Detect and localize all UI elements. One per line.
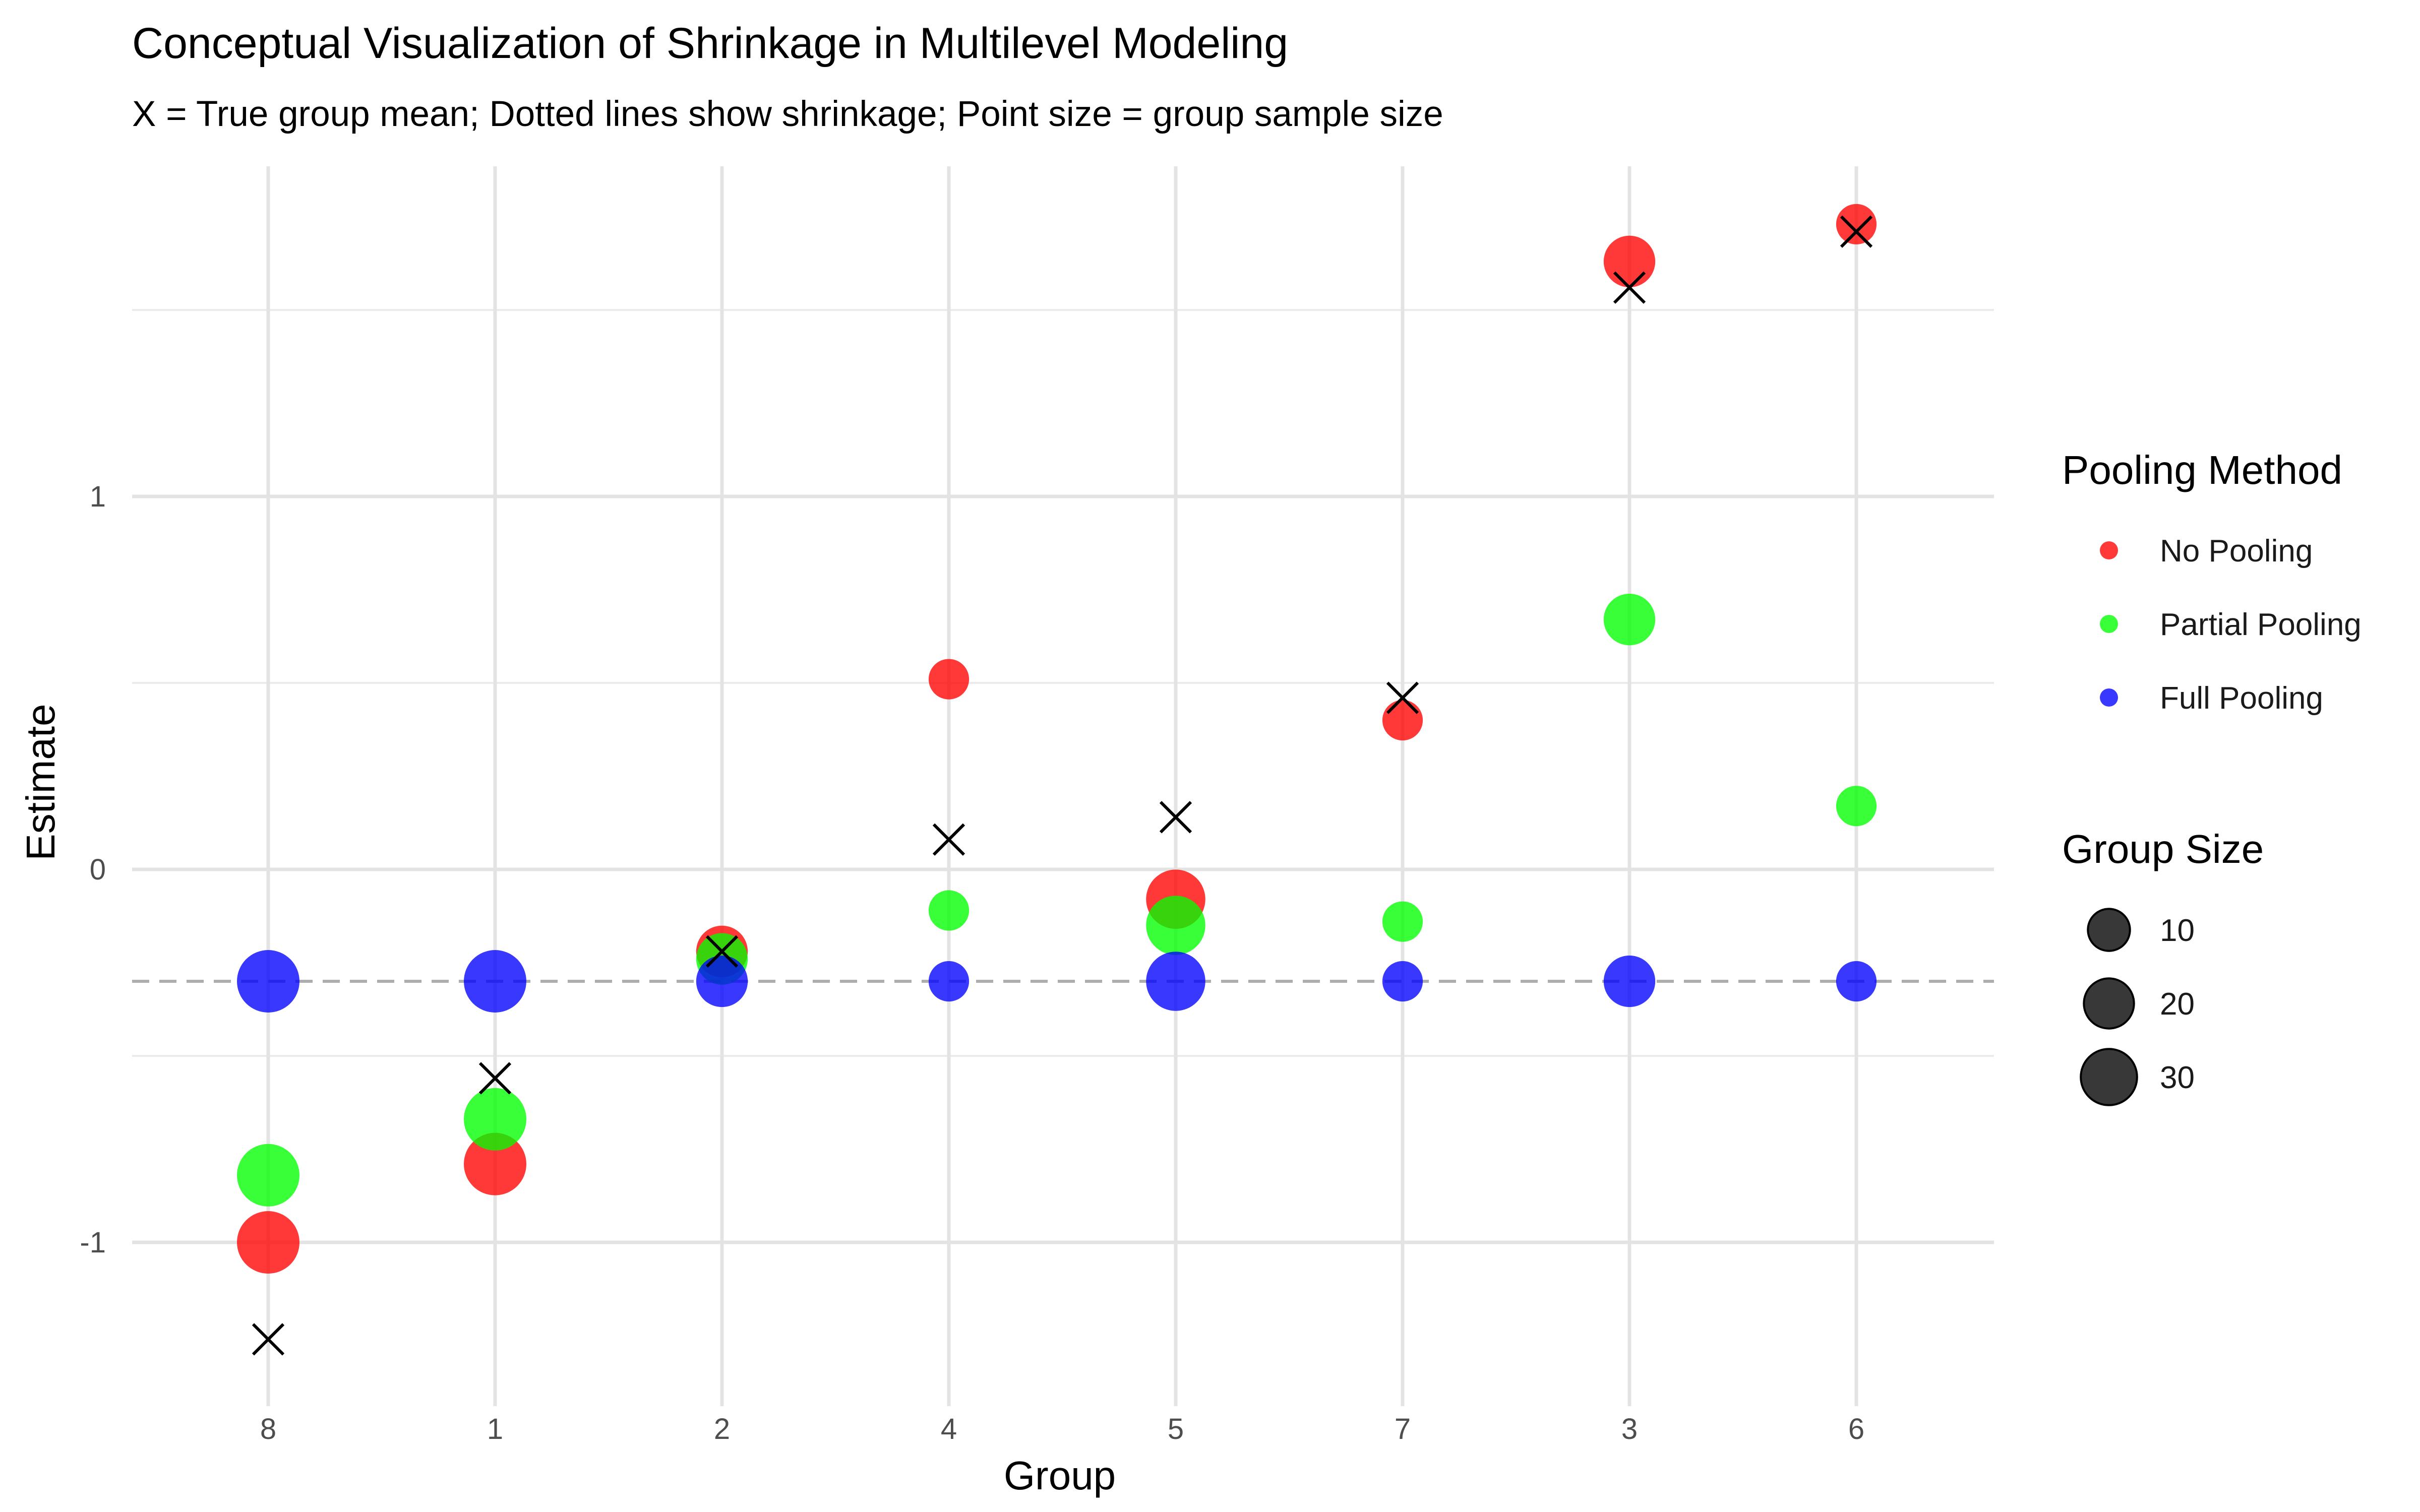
point-no-pooling-group-4 bbox=[928, 659, 970, 700]
legend-label: No Pooling bbox=[2160, 534, 2313, 569]
true-mean-x-marker-group-5 bbox=[1159, 801, 1192, 834]
point-partial-pooling-group-8 bbox=[237, 1144, 299, 1207]
legend-label: Partial Pooling bbox=[2160, 607, 2362, 642]
point-partial-pooling-group-3 bbox=[1603, 594, 1656, 646]
x-marker-stroke bbox=[1386, 681, 1419, 714]
point-full-pooling-group-8 bbox=[237, 950, 299, 1013]
x-marker-stroke bbox=[252, 1323, 285, 1356]
true-mean-x-marker-group-7 bbox=[1386, 681, 1419, 714]
chart-title: Conceptual Visualization of Shrinkage in… bbox=[132, 19, 1288, 68]
point-full-pooling-group-3 bbox=[1603, 955, 1656, 1007]
x-tick-label: 2 bbox=[714, 1413, 730, 1445]
size-legend: 10 20 30 bbox=[2080, 908, 2195, 1106]
size-legend-key-30 bbox=[2080, 1048, 2138, 1106]
point-partial-pooling-group-7 bbox=[1382, 901, 1423, 942]
data-points bbox=[237, 204, 1877, 1274]
true-mean-markers bbox=[252, 215, 1873, 1356]
point-no-pooling-group-1 bbox=[464, 1132, 526, 1195]
point-no-pooling-group-8 bbox=[237, 1211, 299, 1274]
true-mean-x-marker-group-8 bbox=[252, 1323, 285, 1356]
y-axis-ticks: -1 0 1 bbox=[80, 480, 106, 1259]
legend-label: Full Pooling bbox=[2160, 681, 2323, 716]
size-legend-key-20 bbox=[2083, 977, 2135, 1030]
point-partial-pooling-group-4 bbox=[928, 890, 970, 931]
x-tick-label: 5 bbox=[1168, 1413, 1184, 1445]
x-marker-stroke bbox=[932, 823, 965, 856]
true-mean-x-marker-group-6 bbox=[1840, 215, 1873, 248]
true-mean-x-marker-group-4 bbox=[932, 823, 965, 856]
point-full-pooling-group-2 bbox=[696, 955, 748, 1007]
x-tick-label: 7 bbox=[1395, 1413, 1411, 1445]
point-partial-pooling-group-5 bbox=[1146, 896, 1205, 955]
point-full-pooling-group-1 bbox=[464, 950, 526, 1013]
point-no-pooling-group-3 bbox=[1603, 235, 1656, 287]
x-axis-title: Group bbox=[1004, 1453, 1116, 1498]
point-no-pooling-group-7 bbox=[1382, 700, 1423, 741]
x-marker-stroke bbox=[1159, 801, 1192, 834]
x-tick-label: 1 bbox=[487, 1413, 503, 1445]
true-mean-x-marker-group-2 bbox=[705, 935, 739, 968]
x-tick-label: 6 bbox=[1848, 1413, 1864, 1445]
y-tick-label: 0 bbox=[90, 853, 106, 886]
point-full-pooling-group-5 bbox=[1146, 952, 1205, 1011]
size-legend-key-10 bbox=[2087, 908, 2131, 952]
y-tick-label: -1 bbox=[80, 1226, 106, 1259]
true-mean-x-marker-group-1 bbox=[478, 1062, 512, 1095]
color-legend: No Pooling Partial Pooling Full Pooling bbox=[2100, 534, 2362, 716]
x-tick-label: 3 bbox=[1621, 1413, 1638, 1445]
color-legend-title: Pooling Method bbox=[2062, 448, 2342, 492]
legend-key-partial-pooling bbox=[2100, 615, 2118, 633]
point-no-pooling-group-6 bbox=[1836, 204, 1877, 244]
y-axis-title: Estimate bbox=[18, 704, 63, 860]
size-legend-label: 20 bbox=[2160, 987, 2195, 1022]
x-tick-label: 4 bbox=[941, 1413, 957, 1445]
x-marker-stroke bbox=[478, 1062, 512, 1095]
chart-subtitle: X = True group mean; Dotted lines show s… bbox=[132, 94, 1443, 134]
true-mean-x-marker-group-3 bbox=[1613, 271, 1646, 304]
size-legend-title: Group Size bbox=[2062, 827, 2264, 871]
point-full-pooling-group-6 bbox=[1836, 961, 1877, 1002]
x-marker-stroke bbox=[1613, 271, 1646, 304]
point-partial-pooling-group-6 bbox=[1836, 786, 1877, 827]
legend-key-no-pooling bbox=[2100, 541, 2118, 559]
size-legend-label: 30 bbox=[2160, 1060, 2195, 1095]
y-tick-label: 1 bbox=[90, 480, 106, 513]
size-legend-label: 10 bbox=[2160, 913, 2195, 948]
point-full-pooling-group-7 bbox=[1382, 961, 1423, 1002]
x-tick-label: 8 bbox=[260, 1413, 276, 1445]
x-marker-stroke bbox=[705, 935, 739, 968]
legend-key-full-pooling bbox=[2100, 688, 2118, 707]
x-axis-ticks: 8 1 2 4 5 7 3 6 bbox=[260, 1413, 1864, 1445]
point-full-pooling-group-4 bbox=[928, 961, 970, 1002]
plot-grid bbox=[132, 166, 1994, 1406]
point-partial-pooling-group-1 bbox=[464, 1088, 526, 1151]
x-marker-stroke bbox=[1840, 215, 1873, 248]
